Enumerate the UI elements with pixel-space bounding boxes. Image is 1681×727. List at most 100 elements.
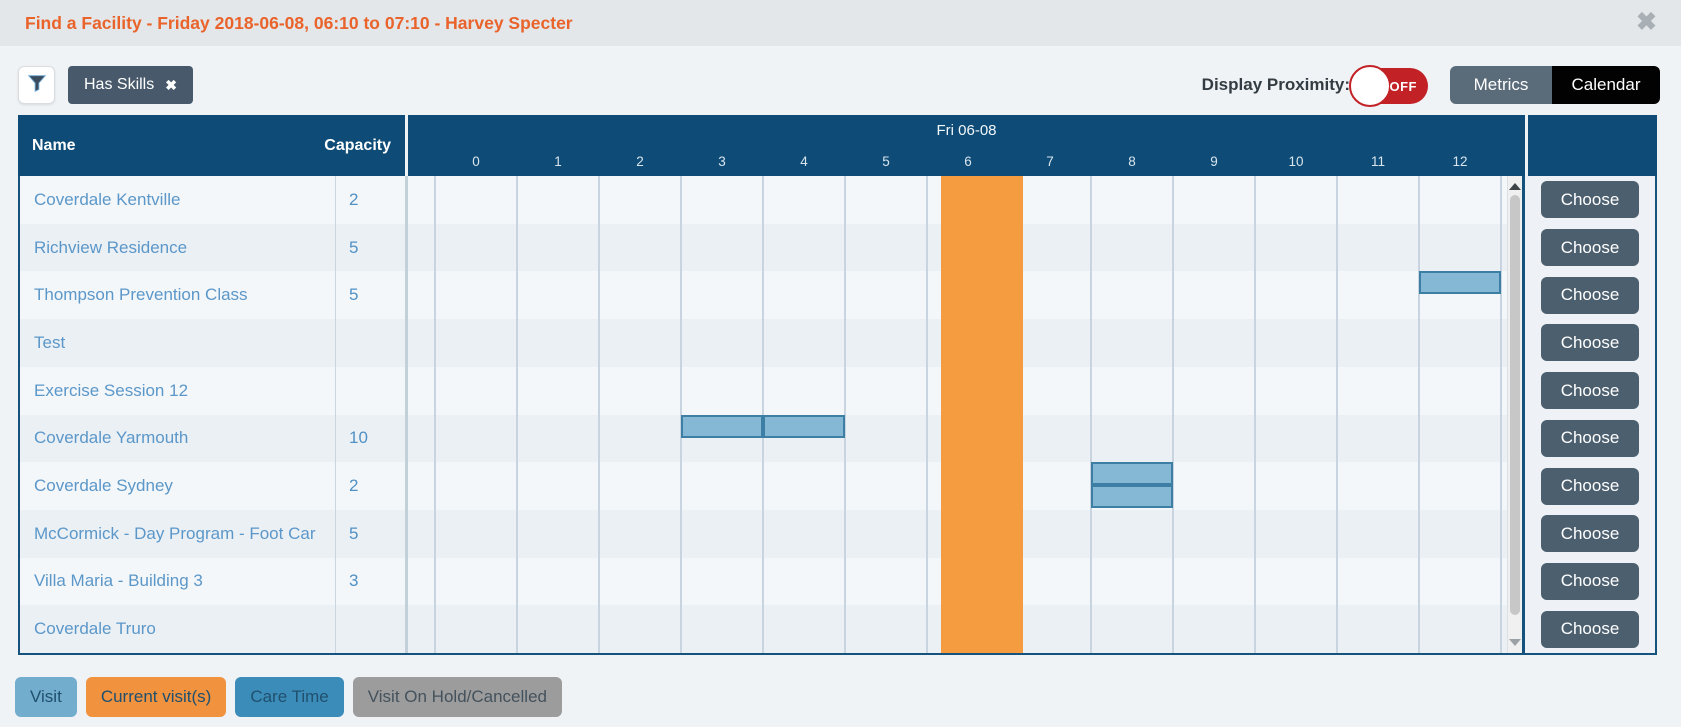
choose-row: Choose [1525, 271, 1655, 319]
choose-button[interactable]: Choose [1541, 181, 1639, 219]
hour-label-11: 11 [1370, 154, 1385, 169]
timeline-scrollbar[interactable] [1507, 176, 1522, 653]
capacity-value: 2 [335, 462, 405, 510]
choose-button[interactable]: Choose [1541, 419, 1639, 457]
filter-chip-label: Has Skills [84, 76, 155, 93]
scrollbar-thumb[interactable] [1510, 195, 1520, 615]
visit-bar[interactable] [1091, 485, 1173, 509]
legend-care-time-button[interactable]: Care Time [235, 677, 344, 717]
close-icon[interactable]: ✖ [1636, 8, 1657, 36]
toolbar: Has Skills ✖ Display Proximity: OFF Metr… [0, 46, 1681, 115]
hour-label-8: 8 [1128, 154, 1136, 169]
hour-label-6: 6 [964, 154, 972, 169]
filter-chip-has-skills[interactable]: Has Skills ✖ [68, 66, 193, 104]
scroll-up-button[interactable] [1509, 183, 1521, 190]
table-row: Richview Residence 5 [20, 223, 405, 272]
hour-grid-line [926, 176, 928, 653]
visit-bar[interactable] [763, 414, 845, 438]
facility-name-link[interactable]: Coverdale Kentville [34, 189, 181, 209]
choose-row: Choose [1525, 367, 1655, 415]
facility-name-link[interactable]: Exercise Session 12 [34, 380, 189, 400]
modal-header: Find a Facility - Friday 2018-06-08, 06:… [0, 0, 1681, 46]
table-row: Villa Maria - Building 3 3 [20, 557, 405, 606]
choose-row: Choose [1525, 415, 1655, 463]
capacity-value: 2 [335, 176, 405, 224]
hour-grid-line [1254, 176, 1256, 653]
funnel-icon [26, 72, 48, 99]
capacity-value: 3 [335, 557, 405, 606]
capacity-value [335, 366, 405, 415]
choose-row: Choose [1525, 462, 1655, 510]
capacity-value [335, 605, 405, 654]
timeline-grid [408, 176, 1522, 653]
legend: Visit Current visit(s) Care Time Visit On H… [15, 677, 571, 717]
scroll-down-button[interactable] [1509, 639, 1521, 646]
current-visit-band [940, 176, 1023, 653]
facility-name-link[interactable]: Thompson Prevention Class [34, 285, 248, 305]
hour-label-10: 10 [1288, 154, 1304, 169]
choose-row: Choose [1525, 605, 1655, 653]
hour-grid-line [1336, 176, 1338, 653]
hour-label-3: 3 [718, 154, 726, 169]
proximity-toggle[interactable]: OFF [1349, 65, 1428, 107]
facility-name-link[interactable]: McCormick - Day Program - Foot Car [34, 523, 316, 543]
capacity-value: 5 [335, 271, 405, 320]
hour-label-7: 7 [1046, 154, 1054, 169]
choose-button[interactable]: Choose [1541, 467, 1639, 505]
visit-bar[interactable] [681, 414, 763, 438]
hour-label-9: 9 [1210, 154, 1218, 169]
metrics-button[interactable]: Metrics [1450, 66, 1552, 104]
choose-column: Choose Choose Choose Choose Choose Choose Choo… [1525, 176, 1655, 653]
hour-grid-line [1090, 176, 1092, 653]
legend-visit-on-hold-cancelled-button[interactable]: Visit On Hold/Cancelled [352, 677, 562, 717]
chip-remove-icon[interactable]: ✖ [165, 76, 177, 93]
column-separator [405, 176, 408, 653]
hour-grid-line [434, 176, 436, 653]
choose-button[interactable]: Choose [1541, 229, 1639, 267]
hour-grid-line [1418, 176, 1420, 653]
legend-visit-button[interactable]: Visit [15, 677, 77, 717]
calendar-button[interactable]: Calendar [1552, 66, 1660, 104]
view-switcher: Metrics Calendar [1450, 66, 1660, 104]
choose-button[interactable]: Choose [1541, 562, 1639, 600]
choose-button[interactable]: Choose [1541, 372, 1639, 410]
date-label: Fri 06-08 [936, 122, 997, 139]
choose-row: Choose [1525, 510, 1655, 558]
facility-name-link[interactable]: Coverdale Yarmouth [34, 428, 189, 448]
table-row: Coverdale Truro [20, 605, 405, 654]
choose-button[interactable]: Choose [1541, 324, 1639, 362]
name-column-header: Name [32, 136, 76, 154]
visit-bar[interactable] [1091, 462, 1173, 486]
choose-button[interactable]: Choose [1541, 276, 1639, 314]
capacity-value [335, 319, 405, 367]
hour-grid-line [516, 176, 518, 653]
table-row: Coverdale Sydney 2 [20, 462, 405, 510]
choose-row: Choose [1525, 176, 1655, 224]
facility-name-link[interactable]: Richview Residence [34, 237, 188, 257]
hour-label-1: 1 [554, 154, 562, 169]
visit-bar[interactable] [1419, 271, 1501, 295]
hour-label-0: 0 [472, 154, 480, 169]
hour-label-2: 2 [636, 154, 644, 169]
column-separator [1522, 176, 1525, 653]
hour-label-4: 4 [800, 154, 808, 169]
legend-current-visit-s-button[interactable]: Current visit(s) [85, 677, 227, 717]
table-row: Coverdale Yarmouth 10 [20, 414, 405, 463]
hour-label-12: 12 [1452, 154, 1468, 169]
filter-button[interactable] [18, 66, 55, 104]
toggle-state-label: OFF [1389, 79, 1417, 94]
facility-name-link[interactable]: Villa Maria - Building 3 [34, 571, 203, 591]
facility-name-link[interactable]: Coverdale Sydney [34, 476, 173, 496]
choose-row: Choose [1525, 224, 1655, 272]
choose-button[interactable]: Choose [1541, 515, 1639, 553]
name-capacity-column: Coverdale Kentville 2 Richview Residence 5 T… [20, 176, 405, 654]
table-row: Thompson Prevention Class 5 [20, 271, 405, 320]
choose-button[interactable]: Choose [1541, 610, 1639, 648]
name-capacity-header: Name Capacity [18, 115, 405, 176]
table-row: Coverdale Kentville 2 [20, 176, 405, 224]
hour-grid-line [598, 176, 600, 653]
choose-row: Choose [1525, 319, 1655, 367]
facility-name-link[interactable]: Test [34, 332, 66, 352]
hour-grid-line [1172, 176, 1174, 653]
facility-name-link[interactable]: Coverdale Truro [34, 619, 156, 639]
